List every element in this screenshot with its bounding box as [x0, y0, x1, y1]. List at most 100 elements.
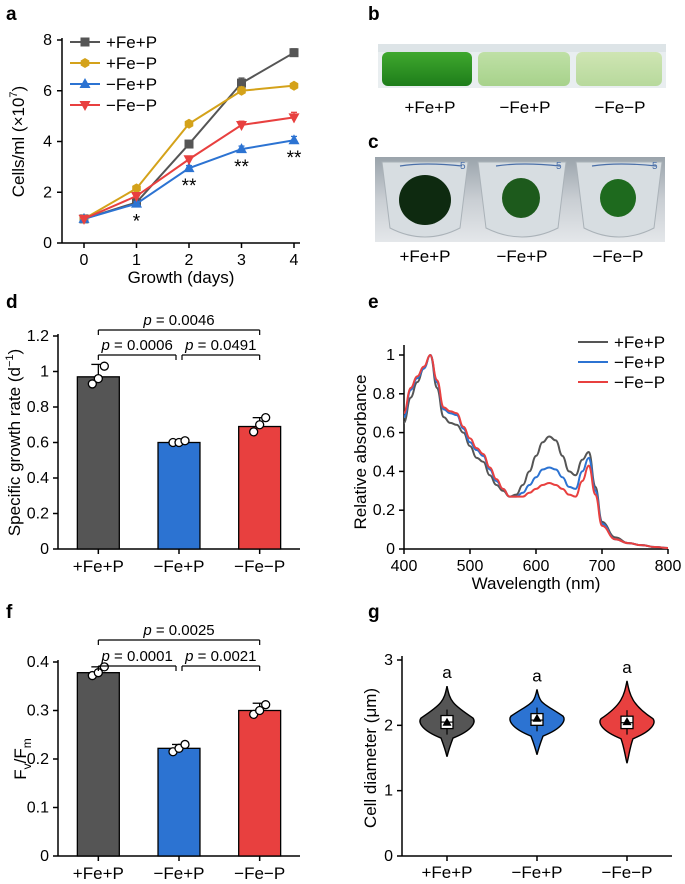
x-tick-label-g: +Fe+P [421, 863, 472, 882]
point-a-fep [183, 155, 195, 166]
point-a-fep [184, 139, 194, 149]
y-tick-label-g: 1 [384, 783, 393, 800]
y-tick-label-d: 0.4 [27, 470, 49, 487]
tube-label-3: −Fe−P [592, 247, 643, 266]
y-tick-label-e: 0.8 [373, 386, 395, 403]
x-tick-label-e: 700 [589, 558, 616, 575]
x-tick-label-a: 0 [80, 252, 89, 269]
violin-mean-marker [442, 717, 452, 726]
point-a-fep [237, 85, 246, 96]
point-a-fep [236, 121, 247, 132]
group-letter-g: a [622, 658, 632, 677]
x-tick-label-d: −Fe+P [153, 557, 204, 576]
significance-mark-a: * [133, 212, 141, 233]
tube-label-2: −Fe+P [496, 247, 547, 266]
x-axis-label-a: Growth (days) [128, 268, 235, 287]
x-tick-label-d: +Fe+P [73, 557, 124, 576]
pellet-nofe-nop [600, 179, 636, 217]
p-value: = 0.0001 [110, 648, 173, 665]
x-tick-label-f: −Fe+P [153, 864, 204, 883]
significance-mark-a: ** [234, 157, 249, 178]
p-value: = 0.0025 [152, 622, 215, 639]
panel-label-g: g [368, 602, 380, 623]
chart-e-absorbance: 0 0.2 0.4 0.6 0.8 1 400 500 600 700 800 Wavelength … [351, 333, 681, 593]
significance-mark-a: ** [287, 148, 302, 169]
bar-d-fep [157, 441, 201, 550]
spectrum-fep [403, 353, 669, 550]
comparison-pvalue-d: p = 0.0006 [101, 337, 173, 354]
y-tick-label-f: 0 [40, 848, 49, 865]
y-tick-label-d: 0.2 [27, 506, 49, 523]
y-tick-label-a: 6 [43, 83, 52, 100]
y-axis-label-d-exp: −1 [4, 354, 16, 367]
point-a-fep [131, 192, 142, 203]
x-tick-label-e: 600 [523, 558, 550, 575]
p-symbol: p [142, 312, 151, 329]
y-tick-label-g: 0 [384, 848, 393, 865]
point-a-fep [78, 214, 90, 225]
chart-d-growth-rate: 0 0.2 0.4 0.6 0.8 1 1.2 +Fe+P −Fe+P −Fe−P p = 0.00… [4, 312, 300, 576]
point-a-fep [288, 134, 300, 145]
legend-label-e-fep: +Fe+P [614, 333, 665, 352]
y-tick-label-a: 8 [43, 32, 52, 49]
x-tick-label-g: −Fe−P [601, 863, 652, 882]
bar-d-fep [76, 376, 120, 550]
point-a-fep [184, 118, 194, 129]
datapoint-d [93, 373, 103, 384]
x-tick-label-a: 1 [132, 252, 141, 269]
panel-label-a: a [6, 4, 17, 25]
bar-f-fep [238, 709, 282, 857]
spectrum-fep [403, 353, 669, 550]
point-a-fep [289, 80, 299, 91]
y-tick-label-d: 0 [40, 541, 49, 558]
y-tick-label-d: 1.2 [27, 328, 49, 345]
p-value: = 0.0491 [194, 337, 257, 354]
x-tick-label-a: 4 [290, 252, 299, 269]
y-axis-label-d-main: Specific growth rate (d [5, 367, 24, 536]
datapoint-f [180, 739, 190, 750]
datapoint-f [99, 662, 109, 672]
chart-a-growth-curve: 0 2 4 6 8 0 1 2 3 4 Growth (days) Cells/ml (×107) +F… [8, 32, 302, 287]
violin-mean-marker [622, 717, 632, 726]
comparison-pvalue-f: p = 0.0021 [184, 648, 256, 665]
y-tick-label-d: 0.6 [27, 435, 49, 452]
x-tick-label-e: 500 [457, 558, 484, 575]
y-tick-label-a: 2 [43, 184, 52, 201]
p-symbol: p [184, 648, 193, 665]
tube-photo: 5 5 5 [375, 157, 665, 242]
y-axis-label-f-part: m [20, 738, 34, 748]
x-tick-label-f: −Fe−P [234, 864, 285, 883]
legend-label-e-fep: −Fe−P [614, 373, 665, 392]
y-tick-label-f: 0.2 [27, 751, 49, 768]
y-axis-label-a: Cells/ml (×107) [8, 86, 28, 197]
bar-d-fep [238, 425, 282, 550]
y-tick-label-e: 0 [386, 541, 395, 558]
chart-g-cell-diameter: 0 1 2 3 Cell diameter (μm) a +Fe+P a −Fe+P a −Fe−P [361, 652, 672, 882]
legend-label-a-fep: −Fe−P [106, 96, 157, 115]
x-tick-label-a: 3 [237, 252, 246, 269]
violin-mean-marker [532, 713, 542, 722]
datapoint-d [99, 361, 109, 371]
y-axis-label-d: Specific growth rate (d−1) [4, 349, 24, 536]
point-a-fep [132, 183, 141, 194]
y-tick-label-f: 0.4 [27, 654, 49, 671]
legend-marker-a [80, 37, 90, 47]
spectrum-fep [403, 353, 669, 550]
p-symbol: p [101, 648, 110, 665]
bar-f-fep [157, 747, 201, 857]
tube-mark-3: 5 [652, 161, 658, 172]
y-axis-label-f-part: F [11, 769, 30, 779]
point-a-fep [183, 162, 195, 173]
datapoint-d [87, 379, 97, 389]
point-a-fep [289, 48, 299, 58]
y-tick-label-g: 2 [384, 717, 393, 734]
comparison-pvalue-f: p = 0.0025 [142, 622, 214, 639]
group-letter-g: a [442, 663, 452, 682]
flask-label-2: −Fe+P [499, 98, 550, 117]
tube-mark-2: 5 [556, 161, 562, 172]
pellet-nofe-p [502, 178, 540, 218]
legend-label-a-fep: −Fe+P [106, 75, 157, 94]
legend-marker-a [79, 101, 91, 111]
